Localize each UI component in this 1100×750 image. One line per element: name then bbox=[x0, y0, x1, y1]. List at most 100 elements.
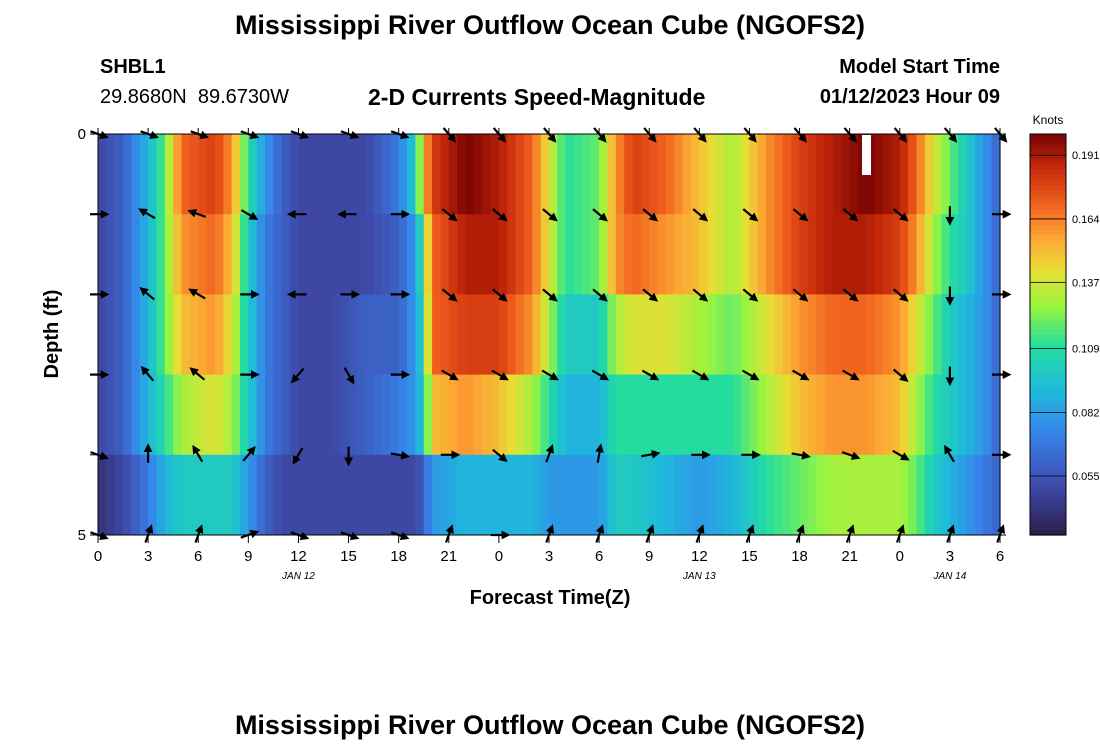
heatmap-cell bbox=[231, 374, 241, 456]
heatmap-cell bbox=[908, 374, 918, 456]
heatmap-cell bbox=[741, 374, 751, 456]
heatmap-cell bbox=[473, 374, 483, 456]
heatmap-cell bbox=[340, 374, 350, 456]
colorbar-tick-label: 0.055 bbox=[1072, 471, 1100, 483]
heatmap-cell bbox=[114, 134, 124, 215]
heatmap-cell bbox=[983, 214, 993, 295]
heatmap-cell bbox=[949, 134, 959, 215]
heatmap-cell bbox=[615, 294, 625, 375]
heatmap-cell bbox=[457, 134, 467, 215]
heatmap-cell bbox=[941, 214, 951, 295]
heatmap-cell bbox=[256, 454, 266, 536]
heatmap-cell bbox=[632, 294, 642, 375]
current-arrow bbox=[842, 369, 860, 381]
heatmap-cell bbox=[741, 134, 751, 215]
heatmap-cell bbox=[858, 374, 867, 456]
heatmap-cell bbox=[624, 134, 634, 215]
current-arrow bbox=[541, 369, 559, 381]
heatmap-cell bbox=[599, 214, 609, 295]
heatmap-cell bbox=[749, 134, 759, 215]
heatmap-cell bbox=[540, 294, 550, 375]
heatmap-cell bbox=[908, 134, 918, 215]
colorbar-swatch bbox=[1030, 479, 1066, 486]
heatmap-cell bbox=[540, 214, 550, 295]
heatmap-cell bbox=[749, 214, 759, 295]
heatmap-cell bbox=[757, 134, 767, 215]
heatmap-cell bbox=[298, 454, 308, 536]
heatmap-cell bbox=[766, 134, 776, 215]
heatmap-cell bbox=[791, 134, 801, 215]
heatmap-cell bbox=[114, 294, 124, 375]
heatmap-cell bbox=[557, 374, 567, 456]
heatmap-cell bbox=[306, 454, 316, 536]
current-arrow bbox=[591, 369, 610, 381]
y-tick-label: 5 bbox=[78, 527, 86, 544]
colorbar-swatch bbox=[1030, 214, 1066, 220]
heatmap-cell bbox=[807, 134, 817, 215]
heatmap-cell bbox=[707, 374, 717, 456]
colorbar-swatch bbox=[1030, 179, 1066, 185]
heatmap-cell bbox=[482, 214, 492, 295]
x-tick-label: 9 bbox=[244, 548, 252, 565]
colorbar-swatch bbox=[1030, 269, 1066, 275]
heatmap-cell bbox=[256, 374, 266, 456]
heatmap-cell bbox=[816, 374, 826, 456]
heatmap-cell bbox=[306, 374, 316, 456]
heatmap-cell bbox=[824, 134, 834, 215]
colorbar-swatch bbox=[1030, 359, 1066, 366]
heatmap-cell bbox=[490, 294, 500, 375]
heatmap-cell bbox=[732, 454, 742, 536]
heatmap-cell bbox=[540, 454, 550, 536]
heatmap-cell bbox=[649, 294, 659, 375]
current-arrow bbox=[492, 288, 508, 302]
heatmap-cell bbox=[974, 454, 984, 536]
heatmap-cell bbox=[841, 214, 851, 295]
heatmap-cell bbox=[599, 454, 609, 536]
heatmap-cell bbox=[139, 374, 149, 456]
current-arrow bbox=[841, 451, 861, 460]
heatmap-cell bbox=[858, 294, 867, 375]
heatmap-cell bbox=[716, 374, 725, 456]
heatmap-cell bbox=[766, 454, 776, 536]
heatmap-cell bbox=[866, 214, 876, 295]
current-arrow bbox=[189, 367, 206, 381]
heatmap-cell bbox=[323, 454, 333, 536]
colorbar-swatch bbox=[1030, 314, 1066, 321]
heatmap-cell bbox=[883, 134, 893, 215]
heatmap-cell bbox=[365, 134, 375, 215]
heatmap-cell bbox=[281, 134, 291, 215]
heatmap-cell bbox=[440, 294, 450, 375]
colorbar-swatch bbox=[1030, 394, 1066, 401]
heatmap-cell bbox=[390, 214, 400, 295]
heatmap-cell bbox=[256, 214, 266, 295]
heatmap-cell bbox=[974, 134, 984, 215]
heatmap-cell bbox=[139, 134, 149, 215]
colorbar-swatch bbox=[1030, 369, 1066, 376]
colorbar-swatch bbox=[1030, 159, 1066, 165]
heatmap-cell bbox=[398, 134, 408, 215]
colorbar-swatch bbox=[1030, 454, 1066, 461]
heatmap-cell bbox=[640, 214, 650, 295]
heatmap-cell bbox=[448, 454, 458, 536]
heatmap-cell bbox=[966, 454, 976, 536]
heatmap-cell bbox=[532, 294, 542, 375]
heatmap-cell bbox=[665, 374, 675, 456]
heatmap-cell bbox=[465, 454, 475, 536]
heatmap-cell bbox=[941, 374, 951, 456]
heatmap-cell bbox=[724, 454, 734, 536]
heatmap-cell bbox=[432, 374, 442, 456]
heatmap-cell bbox=[933, 374, 943, 456]
heatmap-cell bbox=[482, 374, 492, 456]
colorbar-swatch bbox=[1030, 294, 1066, 301]
current-arrow bbox=[842, 208, 859, 222]
heatmap-cell bbox=[866, 374, 876, 456]
heatmap-cell bbox=[98, 294, 107, 375]
heatmap-cell bbox=[791, 374, 801, 456]
heatmap-cell bbox=[874, 294, 884, 375]
heatmap-cell bbox=[582, 454, 592, 536]
y-tick-label: 0 bbox=[78, 126, 86, 143]
heatmap-cell bbox=[189, 134, 199, 215]
heatmap-cell bbox=[607, 374, 617, 456]
heatmap-cell bbox=[949, 374, 959, 456]
heatmap-cell bbox=[181, 134, 191, 215]
